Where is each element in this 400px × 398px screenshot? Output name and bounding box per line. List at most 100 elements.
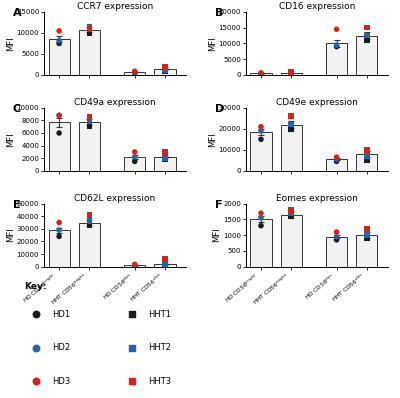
Point [364,153,370,159]
Point [132,70,138,76]
Point [364,37,370,43]
Point [258,70,264,77]
Point [258,136,264,142]
Bar [326,237,347,267]
Title: CD49e expression: CD49e expression [276,98,358,107]
Point [86,119,92,125]
Text: HD2: HD2 [52,343,70,352]
Point [33,311,39,318]
Point [162,262,168,269]
Y-axis label: MFI: MFI [208,132,217,146]
Point [288,69,294,75]
Bar [281,215,302,267]
Point [364,32,370,39]
Bar [48,230,70,267]
Point [162,155,168,162]
Bar [48,39,70,75]
Point [86,23,92,30]
Point [288,113,294,119]
Title: CD49a expression: CD49a expression [74,98,156,107]
Point [132,68,138,74]
Text: HHT3: HHT3 [148,377,171,386]
Point [33,378,39,384]
Point [86,212,92,218]
Point [162,63,168,70]
Point [86,30,92,36]
Text: HD1: HD1 [52,310,70,319]
Point [258,123,264,130]
Point [162,67,168,73]
Point [258,70,264,76]
Bar [154,69,176,75]
Point [333,154,340,160]
Point [333,158,340,164]
Point [86,114,92,121]
Bar [356,154,378,171]
Point [56,219,62,226]
Point [288,70,294,76]
Point [288,210,294,216]
Point [333,43,340,50]
Title: CD16 expression: CD16 expression [279,2,355,11]
Bar [250,73,272,75]
Point [162,156,168,163]
Text: F: F [214,200,222,210]
Y-axis label: MFI: MFI [6,228,15,242]
Point [132,149,138,155]
Bar [48,122,70,171]
Point [56,28,62,34]
Bar [79,122,100,171]
Point [364,157,370,164]
Point [288,213,294,219]
Point [56,227,62,233]
Point [129,311,135,318]
Point [258,128,264,134]
Bar [79,29,100,75]
Point [288,207,294,213]
Text: HD3: HD3 [52,377,70,386]
Bar [356,35,378,75]
Point [288,126,294,132]
Point [86,222,92,228]
Point [56,37,62,44]
Point [33,345,39,351]
Point [333,26,340,33]
Point [162,261,168,268]
Point [364,146,370,153]
Title: CD62L expression: CD62L expression [74,194,156,203]
Point [56,40,62,47]
Text: HHT1: HHT1 [148,310,171,319]
Text: B: B [214,8,223,18]
Point [86,218,92,224]
Bar [250,132,272,171]
Point [333,42,340,48]
Bar [154,263,176,267]
Point [258,210,264,216]
Point [132,262,138,269]
Y-axis label: MFI: MFI [6,132,15,146]
Point [333,234,340,240]
Point [258,215,264,221]
Point [364,226,370,232]
Text: A: A [13,8,21,18]
Bar [281,73,302,75]
Text: Key:: Key: [24,282,46,291]
Text: C: C [13,104,21,114]
Bar [154,157,176,171]
Bar [250,219,272,267]
Point [56,130,62,136]
Point [288,121,294,128]
Text: E: E [13,200,20,210]
Bar [356,235,378,267]
Y-axis label: MFI: MFI [208,36,217,51]
Bar [124,265,145,267]
Point [258,222,264,229]
Y-axis label: MFI: MFI [6,36,15,51]
Point [86,123,92,130]
Bar [281,125,302,171]
Point [56,112,62,119]
Point [333,237,340,243]
Bar [326,43,347,75]
Point [258,70,264,76]
Point [132,154,138,160]
